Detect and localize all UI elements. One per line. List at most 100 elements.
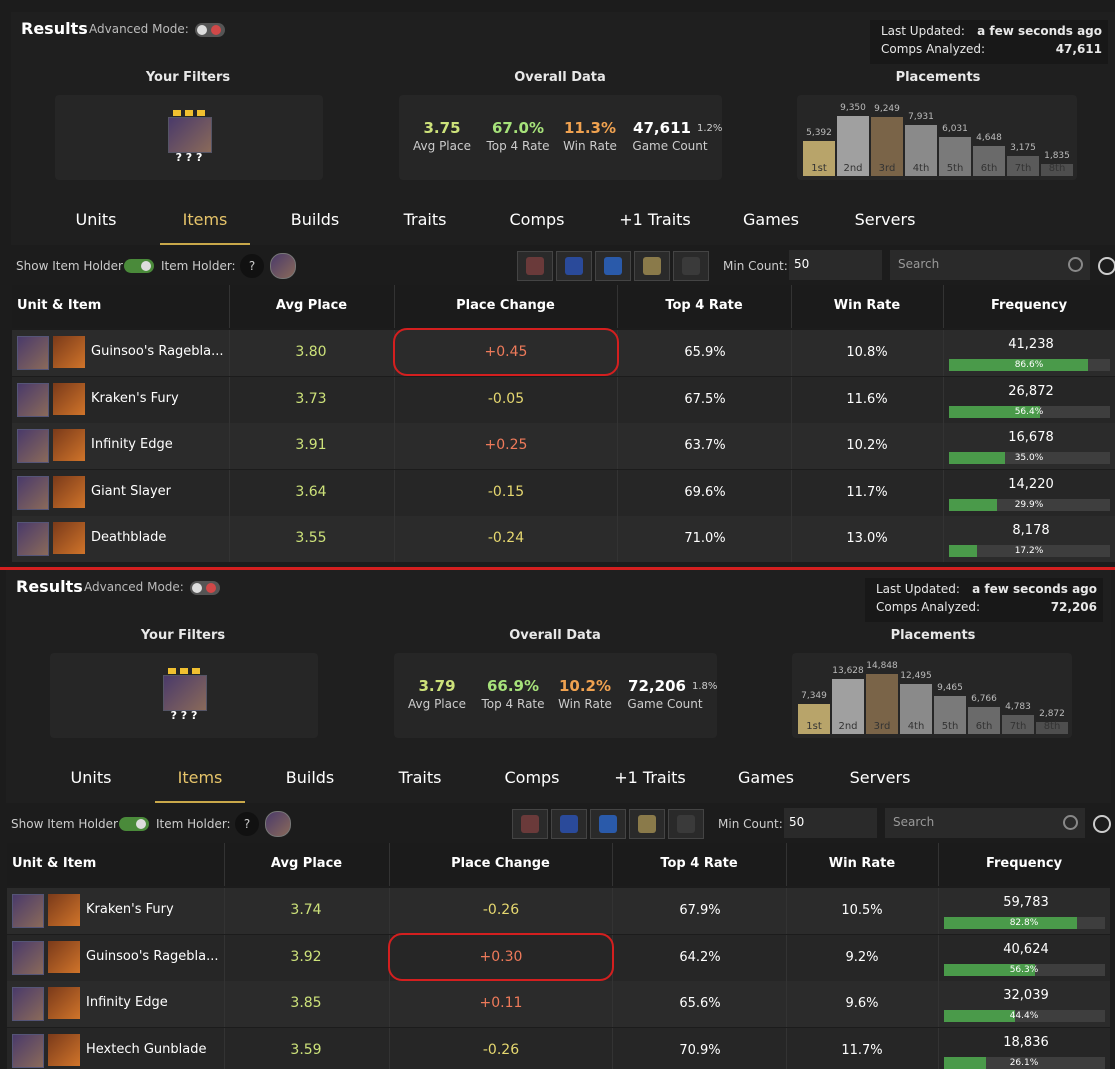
- placement-bar: [973, 146, 1005, 176]
- cell-divider: [791, 469, 792, 516]
- toggle-knob: [141, 261, 151, 271]
- frequency: 41,238: [1008, 337, 1054, 352]
- column-header[interactable]: Unit & Item: [12, 856, 97, 871]
- item-filter[interactable]: [629, 809, 665, 839]
- search-input[interactable]: Search: [890, 250, 1090, 280]
- tab[interactable]: Traits: [398, 768, 442, 787]
- placement-bar: [798, 704, 830, 734]
- item-filter[interactable]: [517, 251, 553, 281]
- tab[interactable]: Items: [182, 210, 228, 229]
- show-item-holder-toggle[interactable]: [124, 259, 154, 273]
- stat-value: 67.0%: [491, 119, 545, 137]
- tab[interactable]: Servers: [849, 768, 911, 787]
- min-count-input[interactable]: 50: [784, 808, 877, 838]
- placement-label: 7th: [1014, 163, 1032, 174]
- panel: Results Advanced Mode: Last Updated: a few …: [12, 19, 1115, 562]
- column-header[interactable]: Avg Place: [275, 298, 348, 313]
- frequency-pct: 44.4%: [1009, 1011, 1039, 1021]
- top4-rate: 65.6%: [679, 996, 721, 1011]
- stat-value: 66.9%: [486, 677, 540, 695]
- search-input[interactable]: Search: [885, 808, 1085, 838]
- tab[interactable]: Games: [738, 768, 794, 787]
- placement-count: 2,872: [1039, 709, 1065, 720]
- advanced-mode-toggle[interactable]: [195, 23, 225, 37]
- avg-place: 3.55: [295, 530, 327, 546]
- comps-label: Comps Analyzed:: [876, 600, 981, 614]
- cell-divider: [617, 423, 618, 469]
- column-header[interactable]: Frequency: [990, 298, 1068, 313]
- column-header[interactable]: Place Change: [451, 856, 550, 871]
- tab[interactable]: Units: [70, 768, 112, 787]
- item-filter[interactable]: [551, 809, 587, 839]
- column-header[interactable]: Unit & Item: [17, 298, 102, 313]
- frequency-track: 29.9%: [949, 498, 1110, 511]
- avg-place: 3.92: [290, 948, 322, 965]
- placement-label: 6th: [975, 721, 993, 732]
- placement-label: 2nd: [843, 163, 863, 174]
- column-header[interactable]: Win Rate: [828, 856, 896, 871]
- frequency-pct: 29.9%: [1014, 499, 1044, 510]
- item-filter[interactable]: [556, 251, 592, 281]
- win-rate: 10.5%: [841, 903, 883, 918]
- help-button[interactable]: ?: [235, 812, 259, 836]
- column-header[interactable]: Place Change: [456, 298, 555, 313]
- place-change: -0.05: [487, 390, 525, 407]
- item-filter[interactable]: [590, 809, 626, 839]
- item-filter[interactable]: [668, 809, 704, 839]
- table-row: [7, 1027, 1110, 1069]
- stat-extra: 1.8%: [692, 681, 718, 692]
- item-filter[interactable]: [595, 251, 631, 281]
- toggle-knob: [192, 583, 202, 593]
- toggle-knob: [197, 25, 207, 35]
- cell-divider: [943, 469, 944, 516]
- placement-bar: [1007, 155, 1039, 176]
- tab[interactable]: Comps: [504, 768, 560, 787]
- last-updated-value: a few seconds ago: [972, 582, 1097, 596]
- placement-count: 3,175: [1010, 142, 1036, 153]
- item-filter[interactable]: [673, 251, 709, 281]
- item-filter[interactable]: [512, 809, 548, 839]
- cell-divider: [229, 423, 230, 469]
- column-header[interactable]: Top 4 Rate: [665, 298, 743, 313]
- item-icon: [48, 894, 80, 926]
- column-header[interactable]: Avg Place: [270, 856, 343, 871]
- tab[interactable]: Items: [177, 768, 223, 787]
- avg-place: 3.73: [295, 390, 327, 407]
- tab[interactable]: Builds: [290, 210, 340, 229]
- tab[interactable]: Traits: [403, 210, 447, 229]
- tab[interactable]: Builds: [285, 768, 335, 787]
- frequency: 40,624: [1003, 941, 1049, 957]
- placement-label: 1st: [811, 163, 827, 174]
- column-header[interactable]: Frequency: [985, 856, 1063, 871]
- filter-items: ? ? ?: [175, 151, 203, 164]
- advanced-mode-toggle[interactable]: [190, 581, 220, 595]
- frequency-track: 56.4%: [949, 405, 1110, 418]
- column-divider: [791, 285, 792, 328]
- tab[interactable]: Comps: [509, 210, 565, 229]
- tab[interactable]: +1 Traits: [614, 768, 686, 787]
- info-icon: [1093, 815, 1111, 833]
- help-button[interactable]: ?: [240, 254, 264, 278]
- column-header[interactable]: Top 4 Rate: [660, 856, 738, 871]
- placement-label: 7th: [1009, 721, 1027, 732]
- place-change: +0.45: [484, 344, 528, 360]
- placement-count: 6,766: [971, 693, 997, 704]
- unit-icon: [17, 522, 49, 556]
- placement-bar: [832, 678, 864, 734]
- frequency: 14,220: [1008, 476, 1054, 492]
- filters-title: Your Filters: [145, 70, 231, 85]
- cell-divider: [938, 981, 939, 1027]
- placement-label: 3rd: [878, 163, 896, 174]
- item-filter[interactable]: [634, 251, 670, 281]
- stars: [168, 668, 200, 674]
- cell-divider: [229, 330, 230, 376]
- tab[interactable]: Games: [743, 210, 799, 229]
- min-count-input[interactable]: 50: [789, 250, 882, 280]
- tab[interactable]: +1 Traits: [619, 210, 691, 229]
- placement-count: 9,465: [937, 682, 963, 693]
- column-header[interactable]: Win Rate: [833, 298, 901, 313]
- tab[interactable]: Servers: [854, 210, 916, 229]
- frequency-bar: [944, 1056, 987, 1069]
- tab[interactable]: Units: [75, 210, 117, 229]
- show-item-holder-toggle[interactable]: [119, 817, 149, 831]
